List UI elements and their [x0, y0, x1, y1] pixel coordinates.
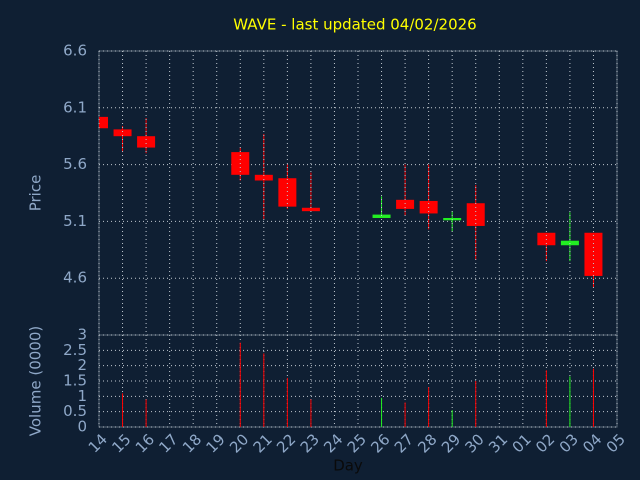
y-tick-label: 5.6 — [63, 155, 87, 173]
y-tick-label: 5.1 — [63, 212, 87, 230]
candle-body — [584, 232, 603, 276]
candle-body — [137, 136, 156, 148]
candle-body — [254, 174, 273, 181]
y-tick-label: 4.6 — [63, 269, 87, 287]
candle-body — [466, 203, 485, 226]
volume-tick-label: 0 — [77, 418, 87, 436]
chart-title: WAVE - last updated 04/02/2026 — [233, 16, 476, 34]
y-axis-label: Price — [27, 175, 45, 212]
y-tick-label: 6.1 — [63, 98, 87, 116]
candle-body — [99, 116, 108, 129]
volume-axis-label: Volume (0000) — [27, 326, 45, 436]
x-axis-label: Day — [333, 457, 363, 475]
candle-body — [301, 207, 320, 212]
volume-tick-label: 1 — [77, 387, 87, 405]
volume-tick-label: 1.5 — [63, 372, 87, 390]
y-tick-label: 6.6 — [63, 42, 87, 60]
volume-tick-label: 0.5 — [63, 402, 87, 420]
volume-tick-label: 2 — [77, 356, 87, 374]
candle-body — [113, 129, 132, 137]
candle-body — [396, 199, 415, 209]
volume-tick-label: 3 — [77, 326, 87, 344]
candle-body — [372, 214, 391, 218]
volume-tick-label: 2.5 — [63, 341, 87, 359]
candle-body — [278, 178, 297, 207]
candle-body — [560, 240, 579, 246]
